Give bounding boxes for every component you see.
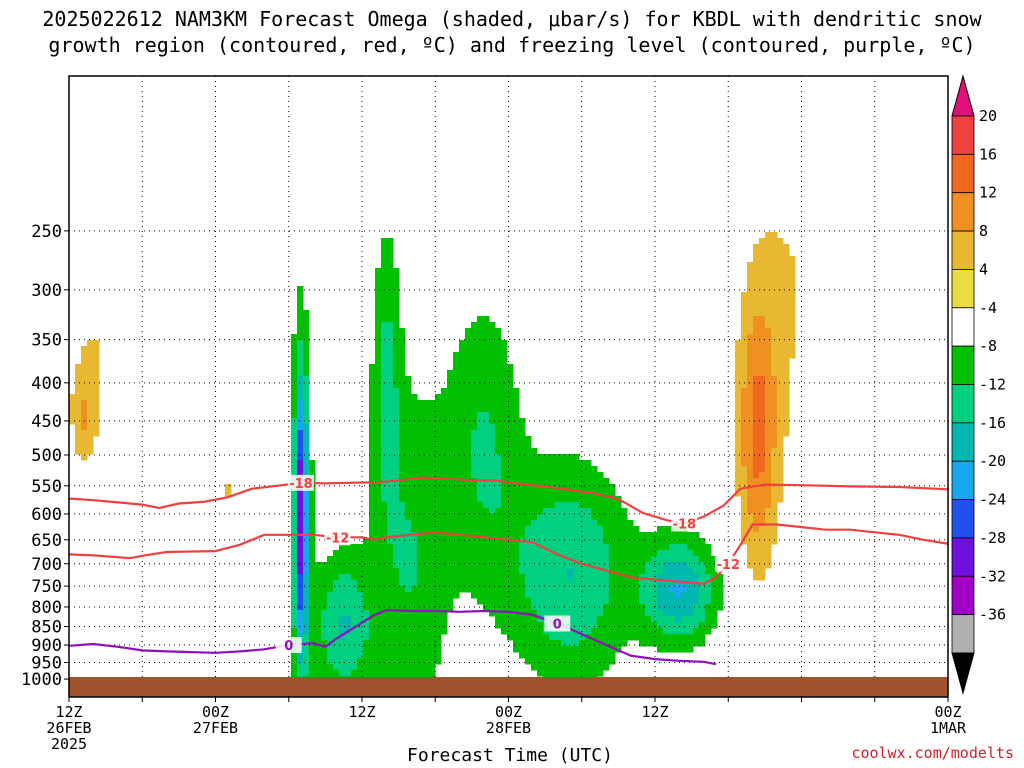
y-axis: 2503003504004505005506006507007508008509… bbox=[21, 222, 69, 690]
y-tick-label-950: 950 bbox=[31, 654, 62, 674]
colorbar-top-arrow bbox=[951, 74, 975, 117]
colorbar-label-13: -36 bbox=[979, 606, 1006, 624]
x-tick-label-24-0: 12Z bbox=[641, 703, 668, 721]
y-tick-label-550: 550 bbox=[31, 477, 62, 497]
contour-label-0-0: -18 bbox=[289, 477, 313, 492]
title-line-2: growth region (contoured, red, ºC) and f… bbox=[48, 33, 976, 57]
contour-label-2-0: 0 bbox=[284, 639, 293, 654]
x-axis-label: Forecast Time (UTC) bbox=[407, 745, 613, 766]
colorbar-bottom-arrow bbox=[951, 652, 975, 695]
colorbar-band-3 bbox=[951, 230, 975, 270]
colorbar-label-6: -8 bbox=[979, 337, 997, 355]
colorbar-band-9 bbox=[951, 460, 975, 500]
colorbar-band-8 bbox=[951, 422, 975, 462]
colorbar-band-11 bbox=[951, 537, 975, 577]
colorbar-label-8: -16 bbox=[979, 414, 1006, 432]
contour-labels: -18 -18 -12 -12 0 0 bbox=[275, 474, 742, 654]
colorbar-label-4: 4 bbox=[979, 260, 988, 278]
colorbar-band-1 bbox=[951, 153, 975, 194]
colorbar-band-12 bbox=[951, 575, 975, 616]
grid-lines bbox=[69, 76, 948, 697]
y-tick-label-700: 700 bbox=[31, 555, 62, 575]
title-line-1: 2025022612 NAM3KM Forecast Omega (shaded… bbox=[42, 7, 982, 31]
y-tick-label-350: 350 bbox=[31, 331, 62, 351]
colorbar-band-10 bbox=[951, 499, 975, 539]
temperature-contours bbox=[69, 476, 948, 666]
colorbar: 20 16 12 8 4 -4 -8 -12 -16 -20 -24 -28 -32 -36 bbox=[951, 74, 1006, 695]
colorbar-label-5: -4 bbox=[979, 299, 997, 317]
chart-title: 2025022612 NAM3KM Forecast Omega (shaded… bbox=[0, 6, 1024, 58]
contour-line-0 bbox=[69, 476, 948, 525]
y-tick-label-400: 400 bbox=[31, 374, 62, 394]
y-tick-label-750: 750 bbox=[31, 577, 62, 597]
x-tick-label-0-2: 2025 bbox=[51, 735, 87, 753]
x-tick-label-18-0: 00Z bbox=[495, 703, 522, 721]
colorbar-band-0 bbox=[951, 115, 975, 155]
colorbar-label-12: -32 bbox=[979, 567, 1006, 585]
y-tick-label-800: 800 bbox=[31, 598, 62, 618]
colorbar-label-0: 20 bbox=[979, 107, 997, 125]
colorbar-label-11: -28 bbox=[979, 529, 1006, 547]
omega-shading bbox=[69, 232, 796, 697]
colorbar-band-2 bbox=[951, 192, 975, 232]
colorbar-label-10: -24 bbox=[979, 491, 1006, 509]
x-tick-label-6-1: 27FEB bbox=[193, 719, 238, 737]
contour-label-1-0: -12 bbox=[326, 531, 350, 546]
y-tick-label-900: 900 bbox=[31, 636, 62, 656]
x-tick-label-36-0: 00Z bbox=[934, 703, 961, 721]
colorbar-band-7 bbox=[951, 384, 975, 424]
contour-label-0-1: -18 bbox=[673, 517, 697, 532]
ground-strip bbox=[69, 677, 948, 697]
colorbar-label-7: -12 bbox=[979, 376, 1006, 394]
colorbar-label-9: -20 bbox=[979, 452, 1006, 470]
contour-line-2 bbox=[69, 609, 717, 666]
y-tick-label-250: 250 bbox=[31, 222, 62, 242]
y-tick-label-300: 300 bbox=[31, 281, 62, 301]
y-tick-label-1000: 1000 bbox=[21, 670, 62, 690]
y-tick-label-450: 450 bbox=[31, 412, 62, 432]
colorbar-band-13 bbox=[951, 614, 975, 654]
colorbar-label-2: 12 bbox=[979, 184, 997, 202]
x-tick-label-6-0: 00Z bbox=[202, 703, 229, 721]
colorbar-band-6 bbox=[951, 345, 975, 385]
y-tick-label-600: 600 bbox=[31, 505, 62, 525]
y-tick-label-500: 500 bbox=[31, 446, 62, 466]
colorbar-band-4 bbox=[951, 269, 975, 309]
contour-line-1 bbox=[69, 523, 948, 585]
x-tick-label-12-0: 12Z bbox=[348, 703, 375, 721]
contour-label-1-1: -12 bbox=[717, 558, 741, 573]
x-tick-label-0-0: 12Z bbox=[55, 703, 82, 721]
colorbar-band-5 bbox=[951, 307, 975, 347]
source-credit: coolwx.com/modelts bbox=[851, 744, 1014, 762]
y-tick-label-650: 650 bbox=[31, 531, 62, 551]
colorbar-label-3: 8 bbox=[979, 222, 988, 240]
colorbar-label-1: 16 bbox=[979, 145, 997, 163]
y-tick-label-850: 850 bbox=[31, 618, 62, 638]
x-tick-label-18-1: 28FEB bbox=[486, 719, 531, 737]
contour-label-2-1: 0 bbox=[553, 617, 562, 632]
x-tick-label-0-1: 26FEB bbox=[46, 719, 91, 737]
x-tick-label-36-1: 1MAR bbox=[930, 719, 967, 737]
